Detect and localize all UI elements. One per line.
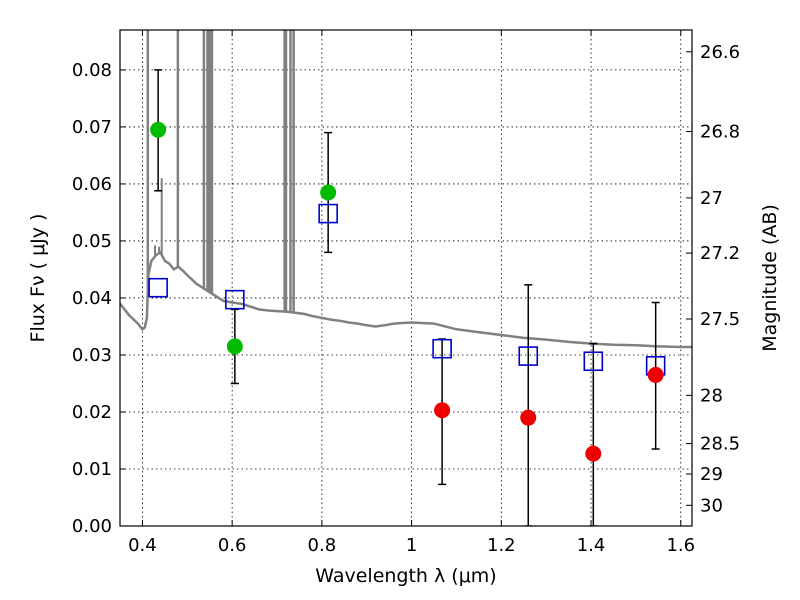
x-axis-label: Wavelength λ (μm) — [315, 565, 496, 587]
mag-tick-label: 26.8 — [700, 122, 740, 143]
x-tick-label: 1.4 — [577, 535, 606, 556]
mag-tick-label: 28.5 — [700, 434, 740, 455]
model-photometry-point — [518, 346, 539, 366]
plot-frame — [119, 29, 693, 527]
grid — [120, 30, 692, 527]
y-axis-label: Flux Fν ( μJy ) — [27, 214, 49, 343]
mag-tick-label: 26.6 — [700, 42, 740, 63]
y-tick-label: 0.03 — [72, 345, 112, 366]
y-tick-label: 0.04 — [72, 288, 112, 309]
model-photometry-point — [148, 277, 168, 298]
nondetection-point — [434, 402, 451, 419]
axis-ticks: 0.4 0.6 0.8 1 1.2 1.4 1.6 0.00 0.01 0.02 0.03 0.04 0… — [72, 30, 740, 556]
mag-tick-label: 27.5 — [700, 309, 740, 330]
nondetection-point — [520, 409, 537, 426]
y-tick-label: 0.06 — [72, 174, 112, 195]
x-tick-label: 1.2 — [487, 535, 516, 556]
mag-tick-label: 28 — [700, 385, 723, 406]
mag-tick-label: 27 — [700, 188, 723, 209]
y-tick-label: 0.02 — [72, 402, 112, 423]
plot-area — [120, 30, 692, 526]
x-tick-label: 1.6 — [666, 535, 695, 556]
mag-tick-label: 27.2 — [700, 243, 740, 264]
x-tick-label: 0.6 — [218, 535, 247, 556]
nondetection-point — [585, 445, 602, 462]
x-tick-label: 0.8 — [308, 535, 337, 556]
model-photometry-point — [318, 203, 338, 224]
y2-axis-label: Magnitude (AB) — [759, 204, 781, 352]
detection-point — [226, 338, 243, 355]
mag-tick-label: 30 — [700, 495, 723, 516]
y-tick-label: 0.05 — [72, 231, 112, 252]
detection-point — [320, 184, 337, 201]
x-tick-label: 0.4 — [128, 535, 157, 556]
y-tick-label: 0.08 — [72, 60, 112, 81]
model-photometry-point — [432, 338, 452, 359]
clipped-area — [120, 30, 692, 526]
y-tick-label: 0.01 — [72, 459, 112, 480]
x-tick-label: 1 — [406, 535, 417, 556]
detection-point — [150, 121, 167, 138]
sed-line — [120, 250, 692, 349]
nondetection-point — [647, 366, 664, 383]
mag-tick-label: 29 — [700, 464, 723, 485]
y-tick-label: 0.07 — [72, 117, 112, 138]
y-tick-label: 0.00 — [72, 516, 112, 537]
model-photometry-point — [583, 351, 604, 372]
model-photometry-point — [225, 289, 245, 310]
